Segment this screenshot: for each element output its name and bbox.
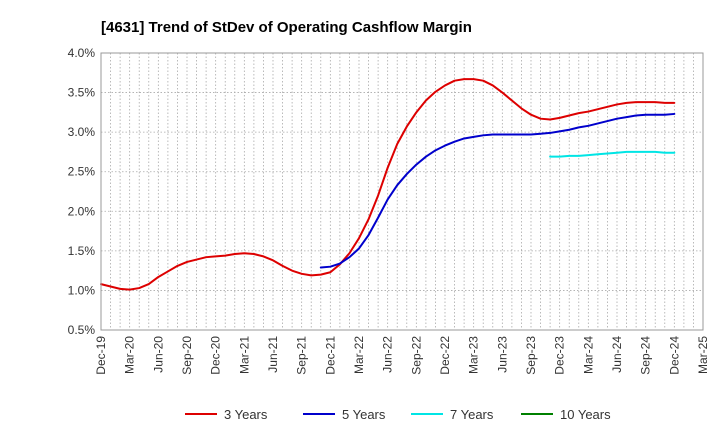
x-tick-label: Dec-24 — [667, 336, 681, 375]
x-axis-ticks: Dec-19 Mar-20 Jun-20 Sep-20 Dec-20 Mar-21 Jun-… — [94, 336, 710, 375]
x-tick-label: Mar-25 — [696, 336, 710, 374]
x-tick-label: Mar-21 — [237, 336, 251, 374]
chart-title: [4631] Trend of StDev of Operating Cashf… — [101, 19, 472, 36]
y-tick-label: 4.0% — [68, 46, 96, 60]
series-line-1 — [100, 78, 676, 291]
legend-label: 7 Years — [450, 407, 494, 422]
series-lines — [100, 78, 676, 291]
series-line-2 — [319, 112, 676, 269]
legend-label: 5 Years — [342, 407, 386, 422]
legend-item: 10 Years — [521, 407, 611, 422]
grid — [100, 52, 704, 331]
legend: 3 Years 5 Years 7 Years 10 Years — [185, 407, 611, 422]
x-tick-label: Mar-20 — [123, 336, 137, 374]
y-axis-ticks: 0.5% 1.0% 1.5% 2.0% 2.5% 3.0% 3.5% 4.0% — [68, 46, 96, 337]
x-tick-label: Sep-22 — [409, 336, 423, 375]
x-tick-label: Jun-23 — [495, 336, 509, 373]
y-tick-label: 2.5% — [68, 165, 96, 179]
legend-label: 3 Years — [224, 407, 268, 422]
x-tick-label: Dec-23 — [553, 336, 567, 375]
legend-item: 7 Years — [411, 407, 494, 422]
x-tick-label: Sep-21 — [295, 336, 309, 375]
x-tick-label: Sep-24 — [639, 336, 653, 375]
x-tick-label: Dec-22 — [438, 336, 452, 375]
x-tick-label: Jun-21 — [266, 336, 280, 373]
x-tick-label: Mar-24 — [581, 336, 595, 374]
x-tick-label: Dec-21 — [323, 336, 337, 375]
legend-label: 10 Years — [560, 407, 611, 422]
x-tick-label: Jun-22 — [381, 336, 395, 373]
y-tick-label: 3.5% — [68, 86, 96, 100]
legend-item: 5 Years — [303, 407, 386, 422]
y-tick-label: 3.0% — [68, 125, 96, 139]
y-tick-label: 2.0% — [68, 204, 96, 218]
legend-item: 3 Years — [185, 407, 268, 422]
x-tick-label: Jun-24 — [610, 336, 624, 373]
y-tick-label: 1.5% — [68, 244, 96, 258]
x-tick-label: Mar-23 — [467, 336, 481, 374]
plot-frame — [100, 52, 704, 331]
x-tick-label: Sep-23 — [524, 336, 538, 375]
x-tick-label: Dec-19 — [94, 336, 108, 375]
x-tick-label: Jun-20 — [151, 336, 165, 373]
y-tick-label: 1.0% — [68, 283, 96, 297]
x-tick-label: Dec-20 — [209, 336, 223, 375]
y-tick-label: 0.5% — [68, 323, 96, 337]
x-tick-label: Sep-20 — [180, 336, 194, 375]
series-line-3 — [549, 150, 676, 158]
x-tick-label: Mar-22 — [352, 336, 366, 374]
